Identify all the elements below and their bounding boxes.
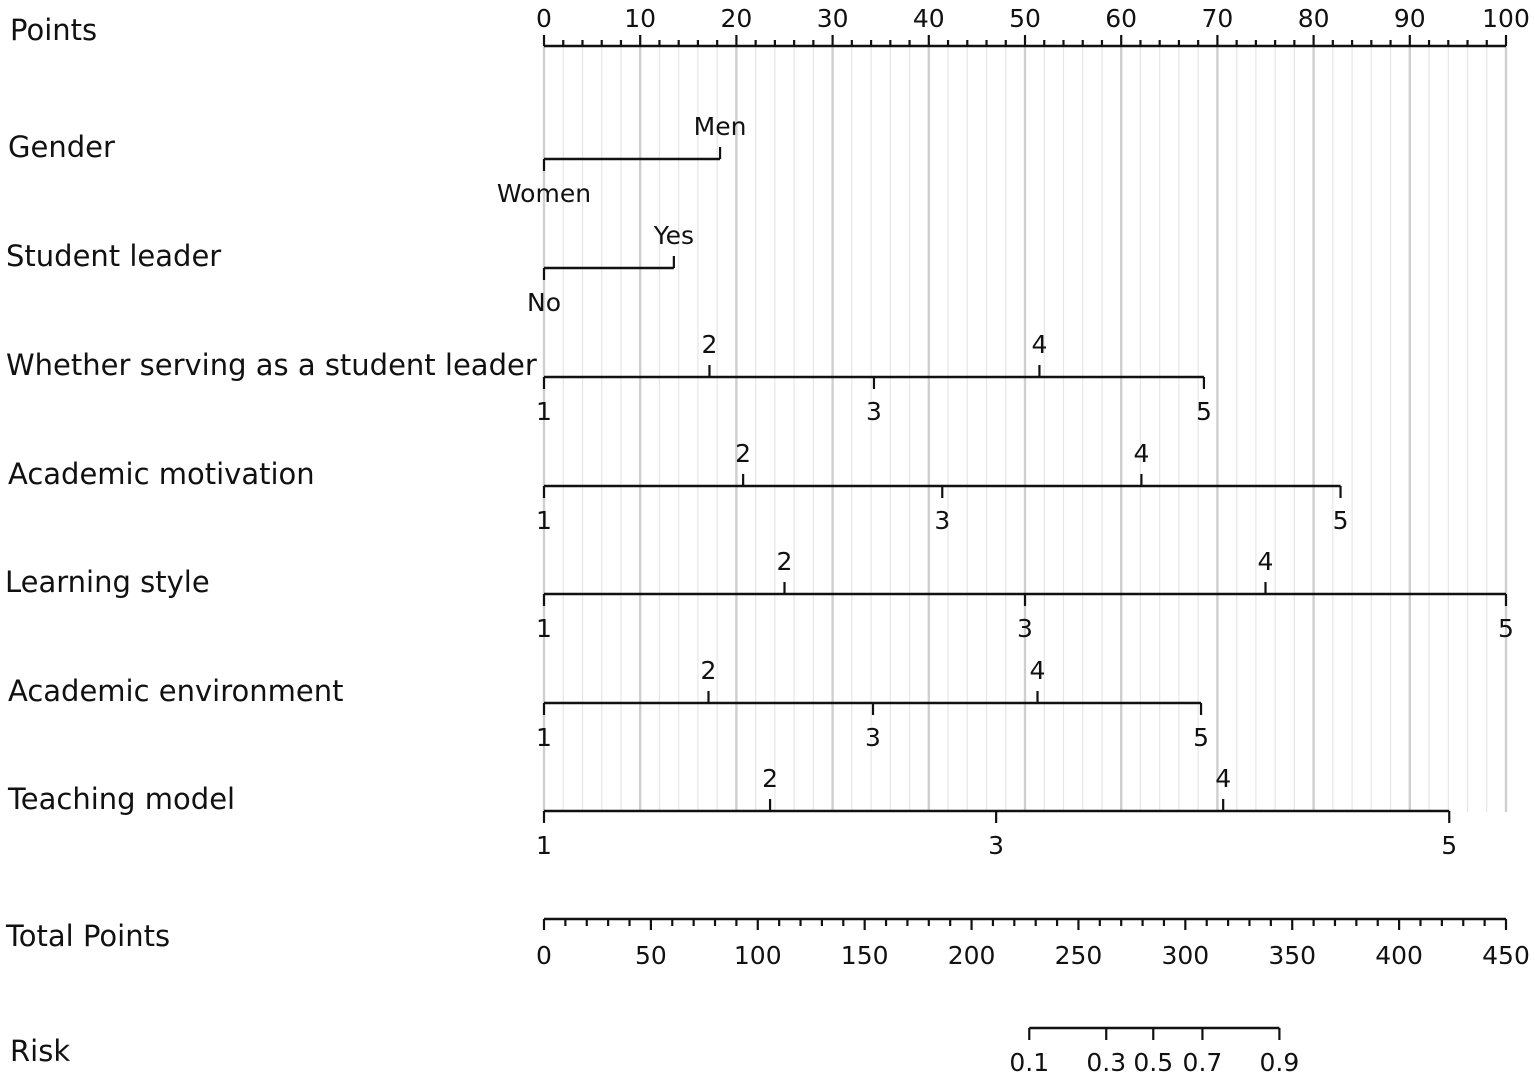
points-axis-label: Points (10, 13, 97, 47)
total-points-axis-tick-label: 300 (1161, 941, 1209, 970)
row-labels: Points Total Points Risk Gender Student l… (5, 13, 537, 1068)
variable-label-academic-environment: Academic environment (8, 674, 343, 708)
risk-axis-tick-label: 0.5 (1133, 1048, 1173, 1077)
level-label: No (527, 288, 561, 317)
total-points-axis-label: Total Points (5, 919, 170, 953)
points-axis-tick-label: 0 (536, 4, 552, 33)
total-points-axis-tick-label: 350 (1268, 941, 1316, 970)
points-axis-tick-label: 30 (817, 4, 849, 33)
level-label: 1 (536, 723, 552, 752)
level-label: 1 (536, 397, 552, 426)
points-axis-tick-label: 100 (1482, 4, 1530, 33)
level-label: 3 (988, 831, 1004, 860)
level-label: 1 (536, 831, 552, 860)
level-label: Women (497, 179, 591, 208)
level-label: 5 (1193, 723, 1209, 752)
points-axis-tick-label: 50 (1009, 4, 1041, 33)
points-axis-tick-label: 40 (913, 4, 945, 33)
points-axis-tick-label: 60 (1105, 4, 1137, 33)
points-axis-tick-label: 70 (1201, 4, 1233, 33)
total-points-axis-tick-label: 0 (536, 941, 552, 970)
variable-label-academic-motivation: Academic motivation (8, 457, 315, 491)
level-label: 3 (866, 397, 882, 426)
level-label: 5 (1196, 397, 1212, 426)
level-label: 4 (1215, 764, 1231, 793)
risk-axis-tick-label: 0.1 (1009, 1048, 1049, 1077)
level-label: 3 (1017, 614, 1033, 643)
total-points-axis-tick-label: 200 (948, 941, 996, 970)
grid (542, 46, 1508, 812)
level-label: 2 (701, 656, 717, 685)
level-label: 5 (1441, 831, 1457, 860)
variable-label-gender: Gender (8, 130, 115, 164)
risk-axis-tick-label: 0.9 (1260, 1048, 1300, 1077)
level-label: 4 (1133, 439, 1149, 468)
level-label: 3 (934, 506, 950, 535)
risk-axis-tick-label: 0.3 (1086, 1048, 1126, 1077)
level-label: 2 (702, 330, 718, 359)
variable-label-whether-serving-as-a-student-leader: Whether serving as a student leader (6, 348, 537, 382)
level-label: 1 (536, 614, 552, 643)
variable-label-learning-style: Learning style (5, 565, 210, 599)
risk-axis-label: Risk (10, 1034, 70, 1068)
level-label: 5 (1333, 506, 1349, 535)
level-label: 5 (1498, 614, 1514, 643)
total-points-axis-tick-label: 450 (1482, 941, 1530, 970)
total-points-axis-tick-label: 150 (841, 941, 889, 970)
level-label: 2 (777, 547, 793, 576)
level-label: 4 (1258, 547, 1274, 576)
level-label: 1 (536, 506, 552, 535)
level-label: 4 (1030, 656, 1046, 685)
total-points-axis-tick-label: 400 (1375, 941, 1423, 970)
level-label: 3 (865, 723, 881, 752)
level-label: Men (694, 112, 747, 141)
points-axis-tick-label: 10 (624, 4, 656, 33)
axes: 0 10 20 30 40 50 60 70 80 90 100WomenMenNoYes12345… (497, 4, 1530, 1077)
total-points-axis-tick-label: 50 (635, 941, 667, 970)
variable-label-student-leader: Student leader (6, 239, 221, 273)
total-points-axis-tick-label: 250 (1055, 941, 1103, 970)
points-axis-tick-label: 80 (1298, 4, 1330, 33)
points-axis-tick-label: 90 (1394, 4, 1426, 33)
level-label: Yes (653, 221, 694, 250)
points-axis-tick-label: 20 (720, 4, 752, 33)
level-label: 2 (762, 764, 778, 793)
level-label: 4 (1031, 330, 1047, 359)
level-label: 2 (735, 439, 751, 468)
variable-label-teaching-model: Teaching model (7, 782, 235, 816)
total-points-axis-tick-label: 100 (734, 941, 782, 970)
risk-axis-tick-label: 0.7 (1183, 1048, 1223, 1077)
